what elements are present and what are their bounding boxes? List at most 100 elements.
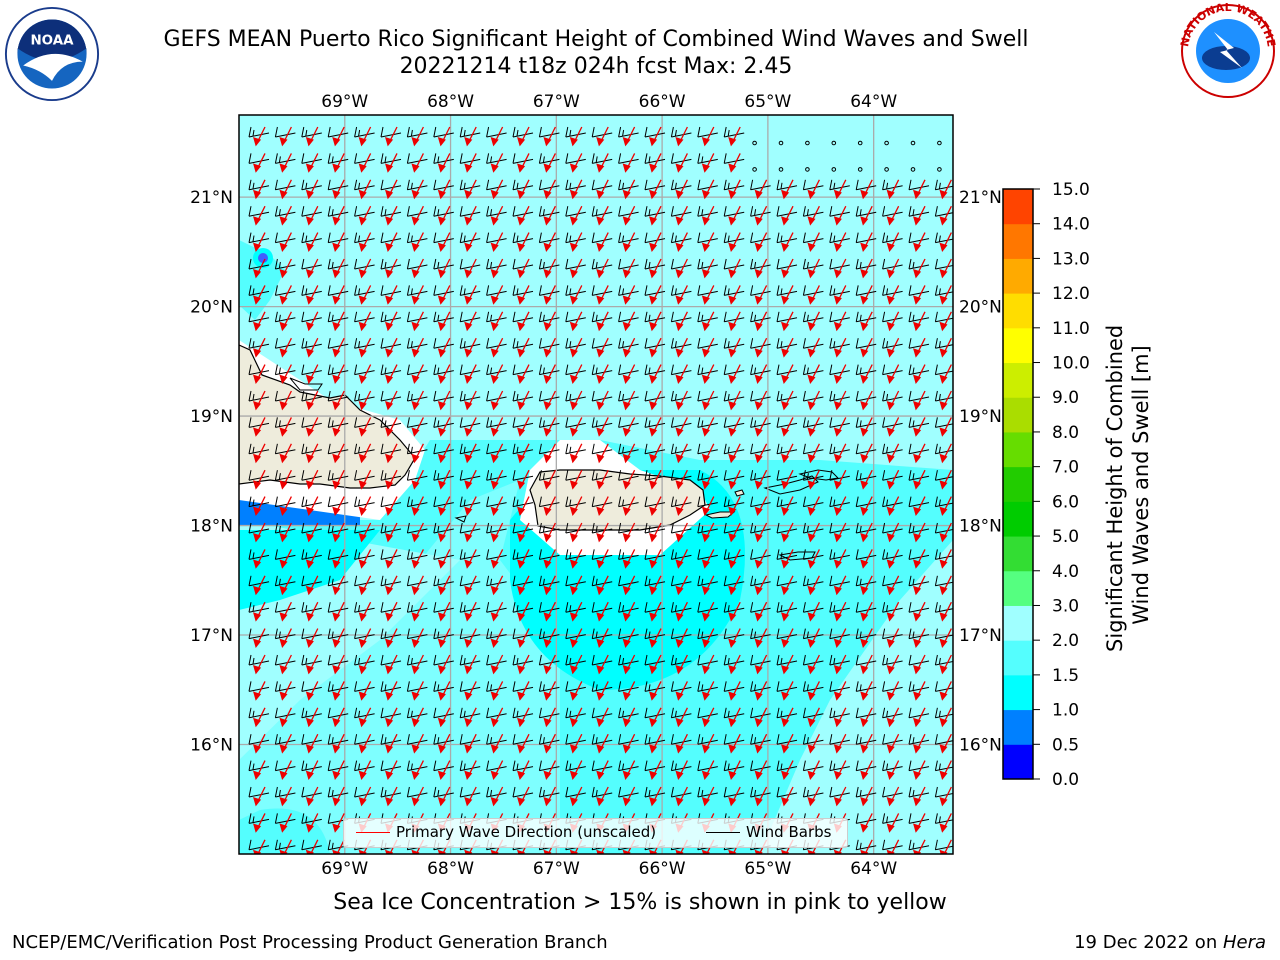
wave-direction-arrow [411,496,424,516]
wind-barb [776,285,798,296]
wind-barb [750,390,771,402]
wind-barb [644,654,666,666]
wave-direction-arrow [569,628,583,648]
wind-barb [723,654,745,666]
wind-barb [327,390,349,402]
wave-direction-arrow [728,575,741,596]
wave-direction-arrow [253,126,266,147]
wave-direction-arrow [781,628,794,648]
wind-barb [591,179,613,191]
lat-label: 16°N [190,736,233,756]
wave-direction-arrow [622,760,636,780]
wind-barb [802,206,824,217]
wave-direction-arrow [807,707,820,728]
wind-barb [750,311,771,323]
wind-barb [459,628,481,640]
wave-direction-arrow [569,469,583,490]
wave-direction-arrow [464,337,477,358]
wind-barb [908,839,930,851]
wave-direction-arrow [913,205,926,226]
wind-barb [354,232,375,244]
wind-barb [908,786,930,798]
wave-direction-arrow [701,707,715,728]
wave-direction-arrow [833,681,847,701]
wind-barb [433,549,454,560]
colorbar [1003,189,1033,780]
wind-barb [327,760,349,772]
wave-direction-arrow [517,549,530,569]
wind-barb [908,602,930,613]
wind-barb [565,390,586,402]
wave-direction-arrow [860,364,873,384]
wave-direction-arrow [385,760,398,780]
wind-barb [486,126,507,138]
wind-barb [248,522,270,534]
wave-direction-arrow [886,681,900,701]
wave-direction-arrow [358,469,372,490]
wave-direction-arrow [411,549,424,569]
wind-barb [644,470,666,481]
wind-barb [908,390,930,402]
wind-barb [670,179,692,191]
colorbar-tick-label: 15.0 [1052,180,1090,200]
lat-label: 20°N [190,298,233,318]
wave-direction-arrow [253,522,266,543]
wind-barb [882,681,903,692]
wave-direction-arrow [701,258,715,279]
wind-barb [274,786,296,798]
colorbar-segment [1003,501,1033,537]
wind-barb [433,285,454,296]
wave-direction-arrow [596,549,609,569]
colorbar-tick-label: 0.0 [1052,770,1079,790]
wind-barb [512,470,534,481]
wind-barb [802,364,824,376]
wave-direction-arrow [939,232,952,252]
lon-label: 65°W [744,92,791,112]
wind-barb [644,734,666,745]
wind-barb [512,443,534,455]
land-culebra [734,489,745,497]
wave-direction-arrow [253,390,266,411]
wind-barb [248,813,270,824]
wave-direction-arrow [332,285,345,305]
wind-barb [327,522,349,534]
wave-direction-arrow [781,364,794,384]
wave-direction-arrow [411,654,424,675]
wave-direction-arrow [517,786,530,807]
wave-direction-arrow [517,601,530,622]
wave-direction-arrow [569,522,583,543]
wind-barb [618,126,639,138]
wave-direction-arrow [358,760,372,780]
wave-direction-arrow [860,654,873,675]
wave-direction-arrow [305,417,319,437]
wave-direction-arrow [517,681,530,701]
wind-barb [565,232,586,244]
lon-labels-bottom: 69°W 68°W 67°W 66°W 65°W 64°W [321,859,897,879]
wind-barb [750,628,771,640]
wave-direction-arrow [332,839,345,854]
wind-barb [433,232,454,244]
wave-direction-arrow [701,733,715,754]
wind-barb [459,417,481,428]
wind-barb [406,760,428,772]
wind-barb [591,417,613,428]
wind-barb [934,470,953,481]
wind-barb [670,654,692,666]
wave-direction-arrow [279,232,292,252]
wind-barb [565,206,586,217]
wave-direction-arrow [649,681,662,701]
colorbar-title: Significant Height of Combined Wind Wave… [1103,318,1153,652]
wave-direction-arrow [701,549,715,569]
wave-direction-arrow [728,522,741,543]
wind-barb [934,311,953,323]
wave-direction-arrow [517,496,530,516]
wave-direction-arrow [305,443,319,464]
wave-direction-arrow [754,258,768,279]
wave-direction-arrow [596,179,609,200]
wave-direction-arrow [464,232,477,252]
wind-barb [908,549,930,560]
wave-direction-arrow [754,601,768,622]
wave-direction-arrow [385,126,398,147]
wave-direction-arrow [833,760,847,780]
wind-barb [486,206,507,217]
